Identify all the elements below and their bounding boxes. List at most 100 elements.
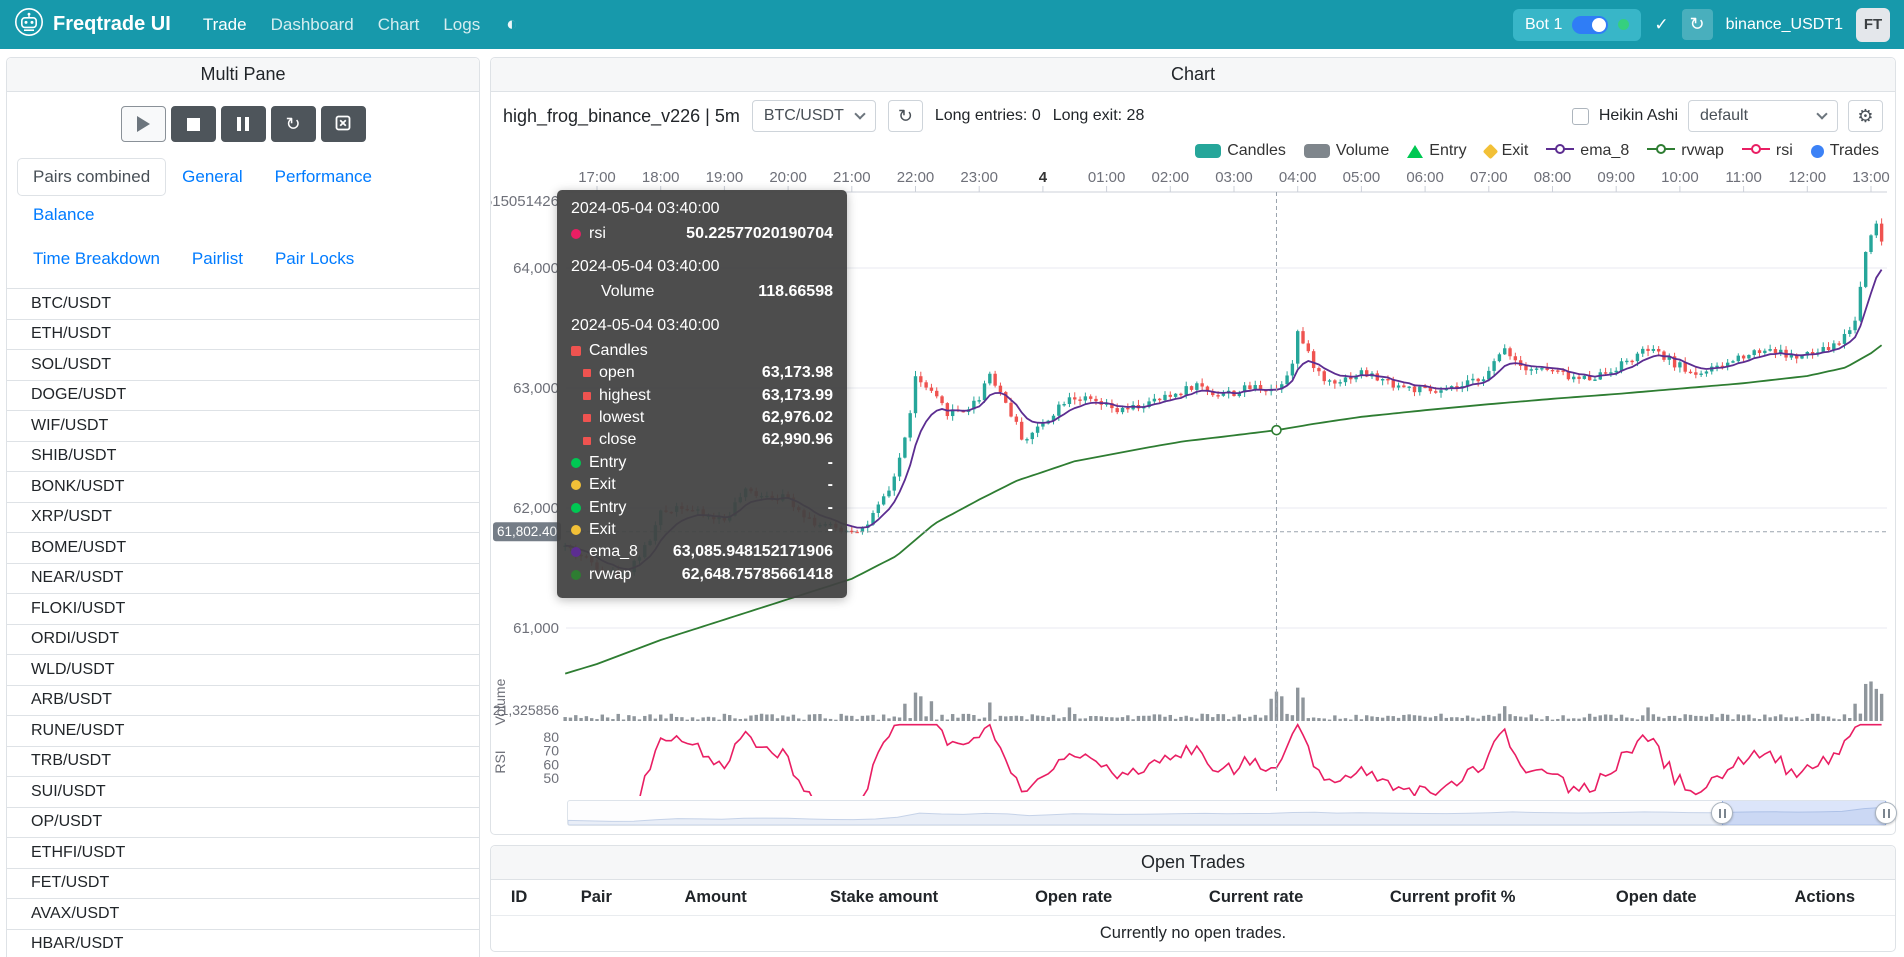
- legend-item-exit[interactable]: Exit: [1485, 142, 1529, 160]
- trades-column-id: ID: [491, 880, 547, 916]
- datazoom-right-handle[interactable]: [1875, 802, 1897, 824]
- plot-config-select[interactable]: default: [1688, 100, 1838, 132]
- tooltip-label: close: [599, 429, 636, 451]
- pair-list-item[interactable]: WLD/USDT: [7, 654, 479, 685]
- cancel-open-orders-button[interactable]: [321, 106, 366, 142]
- pair-list-item[interactable]: FET/USDT: [7, 868, 479, 899]
- pair-list-item[interactable]: ETHFI/USDT: [7, 837, 479, 868]
- tooltip-value: 118.66598: [758, 281, 833, 303]
- multi-pane-panel: Multi Pane ↻ Pairs combinedGeneralPerfor…: [6, 57, 480, 957]
- tooltip-label: rvwap: [589, 564, 632, 586]
- cancel-orders-icon: [335, 115, 351, 134]
- pair-list-item[interactable]: NEAR/USDT: [7, 563, 479, 594]
- tooltip-value: -: [828, 519, 833, 541]
- datazoom-selection[interactable]: [1722, 801, 1886, 825]
- pair-list-item[interactable]: DOGE/USDT: [7, 380, 479, 411]
- tab-performance[interactable]: Performance: [259, 158, 388, 196]
- pair-list-item[interactable]: ORDI/USDT: [7, 624, 479, 655]
- svg-text:04:00: 04:00: [1279, 169, 1317, 186]
- pair-list-item[interactable]: BOME/USDT: [7, 532, 479, 563]
- bot-online-dot: [1618, 19, 1629, 30]
- svg-text:03:00: 03:00: [1215, 169, 1253, 186]
- tooltip-marker: [583, 437, 591, 445]
- pair-select[interactable]: BTC/USDT: [752, 100, 876, 132]
- plot-config-value: default: [1700, 107, 1748, 125]
- chart-plot-area[interactable]: 64,00063,00062,00061,00017:0018:0019:002…: [491, 166, 1895, 796]
- open-trades-panel: Open Trades IDPairAmountStake amountOpen…: [490, 845, 1896, 952]
- navbar-reload-button[interactable]: ↻: [1682, 9, 1713, 40]
- stop-bot-button[interactable]: [171, 106, 216, 142]
- svg-text:4: 4: [1039, 169, 1048, 186]
- tooltip-value: 50.22577020190704: [686, 223, 833, 245]
- legend-item-rsi[interactable]: rsi: [1742, 142, 1793, 161]
- legend-item-candles[interactable]: Candles: [1195, 142, 1286, 160]
- pair-list-item[interactable]: SHIB/USDT: [7, 441, 479, 472]
- chart-refresh-button[interactable]: ↻: [888, 100, 923, 132]
- legend-item-trades[interactable]: Trades: [1811, 142, 1879, 160]
- brand[interactable]: Freqtrade UI: [14, 7, 171, 43]
- tooltip-value: 63,085.948152171906: [673, 541, 833, 563]
- pair-list-item[interactable]: RUNE/USDT: [7, 715, 479, 746]
- start-bot-button[interactable]: [121, 106, 166, 142]
- pair-list-item[interactable]: ARB/USDT: [7, 685, 479, 716]
- tab-pair-locks[interactable]: Pair Locks: [259, 240, 370, 278]
- nav-link-trade[interactable]: Trade: [191, 9, 259, 41]
- reload-icon: ↻: [1690, 14, 1705, 35]
- svg-text:515051426: 515051426: [491, 193, 559, 210]
- legend-label: rsi: [1776, 142, 1793, 160]
- legend-item-rvwap[interactable]: rvwap: [1647, 142, 1724, 161]
- long-entries-label: Long entries: 0: [935, 107, 1041, 125]
- pair-list-item[interactable]: XRP/USDT: [7, 502, 479, 533]
- stop-icon: [187, 118, 200, 131]
- legend-label: Candles: [1227, 142, 1286, 160]
- pair-list-item[interactable]: AVAX/USDT: [7, 898, 479, 929]
- reload-config-button[interactable]: ↻: [271, 106, 316, 142]
- tooltip-row-close: close 62,990.96: [571, 429, 833, 451]
- tab-general[interactable]: General: [166, 158, 258, 196]
- heikin-ashi-checkbox[interactable]: [1572, 108, 1589, 125]
- tooltip-row-rsi: rsi50.22577020190704: [571, 223, 833, 245]
- bot-toggle-switch[interactable]: [1572, 16, 1608, 34]
- datazoom-left-handle[interactable]: [1711, 802, 1733, 824]
- tooltip-marker: [583, 414, 591, 422]
- legend-item-volume[interactable]: Volume: [1304, 142, 1389, 160]
- pair-list-item[interactable]: BTC/USDT: [7, 288, 479, 319]
- pair-list-item[interactable]: ETH/USDT: [7, 319, 479, 350]
- tooltip-label: ema_8: [589, 541, 638, 563]
- tab-balance[interactable]: Balance: [17, 196, 110, 234]
- legend-item-ema_8[interactable]: ema_8: [1546, 142, 1629, 161]
- pair-list-item[interactable]: TRB/USDT: [7, 746, 479, 777]
- tooltip-label: Candles: [589, 340, 648, 362]
- legend-item-entry[interactable]: Entry: [1407, 142, 1466, 160]
- legend-label: Exit: [1502, 142, 1529, 160]
- tab-time-breakdown[interactable]: Time Breakdown: [17, 240, 176, 278]
- tooltip-value: 62,990.96: [762, 429, 833, 451]
- tooltip-value: 62,976.02: [762, 407, 833, 429]
- pair-list-item[interactable]: OP/USDT: [7, 807, 479, 838]
- navbar: Freqtrade UI TradeDashboardChartLogs ◐ B…: [0, 0, 1904, 49]
- nav-link-logs[interactable]: Logs: [431, 9, 492, 41]
- tab-pairs-combined[interactable]: Pairs combined: [17, 158, 166, 196]
- plot-settings-button[interactable]: ⚙: [1848, 100, 1883, 132]
- nav-link-dashboard[interactable]: Dashboard: [259, 9, 366, 41]
- pair-list-item[interactable]: FLOKI/USDT: [7, 593, 479, 624]
- pair-list-item[interactable]: SOL/USDT: [7, 349, 479, 380]
- tab-pairlist[interactable]: Pairlist: [176, 240, 259, 278]
- trades-empty-message: Currently no open trades.: [491, 916, 1895, 952]
- bot-selector[interactable]: Bot 1: [1513, 9, 1641, 41]
- pair-list-item[interactable]: BONK/USDT: [7, 471, 479, 502]
- pause-bot-button[interactable]: [221, 106, 266, 142]
- ema_8-legend-icon: [1546, 142, 1574, 161]
- legend-label: Trades: [1830, 142, 1879, 160]
- tabs-row-2: Time BreakdownPairlistPair Locks: [7, 240, 479, 278]
- pair-list-item[interactable]: WIF/USDT: [7, 410, 479, 441]
- nav-link-chart[interactable]: Chart: [366, 9, 432, 41]
- trades-column-pair: Pair: [547, 880, 645, 916]
- theme-toggle-button[interactable]: ◐: [496, 9, 527, 41]
- datazoom-slider[interactable]: [567, 800, 1887, 826]
- pair-list-item[interactable]: HBAR/USDT: [7, 929, 479, 957]
- user-avatar[interactable]: FT: [1856, 8, 1890, 42]
- pair-list-item[interactable]: SUI/USDT: [7, 776, 479, 807]
- svg-text:Volume: Volume: [492, 678, 508, 725]
- trades-column-amount: Amount: [645, 880, 785, 916]
